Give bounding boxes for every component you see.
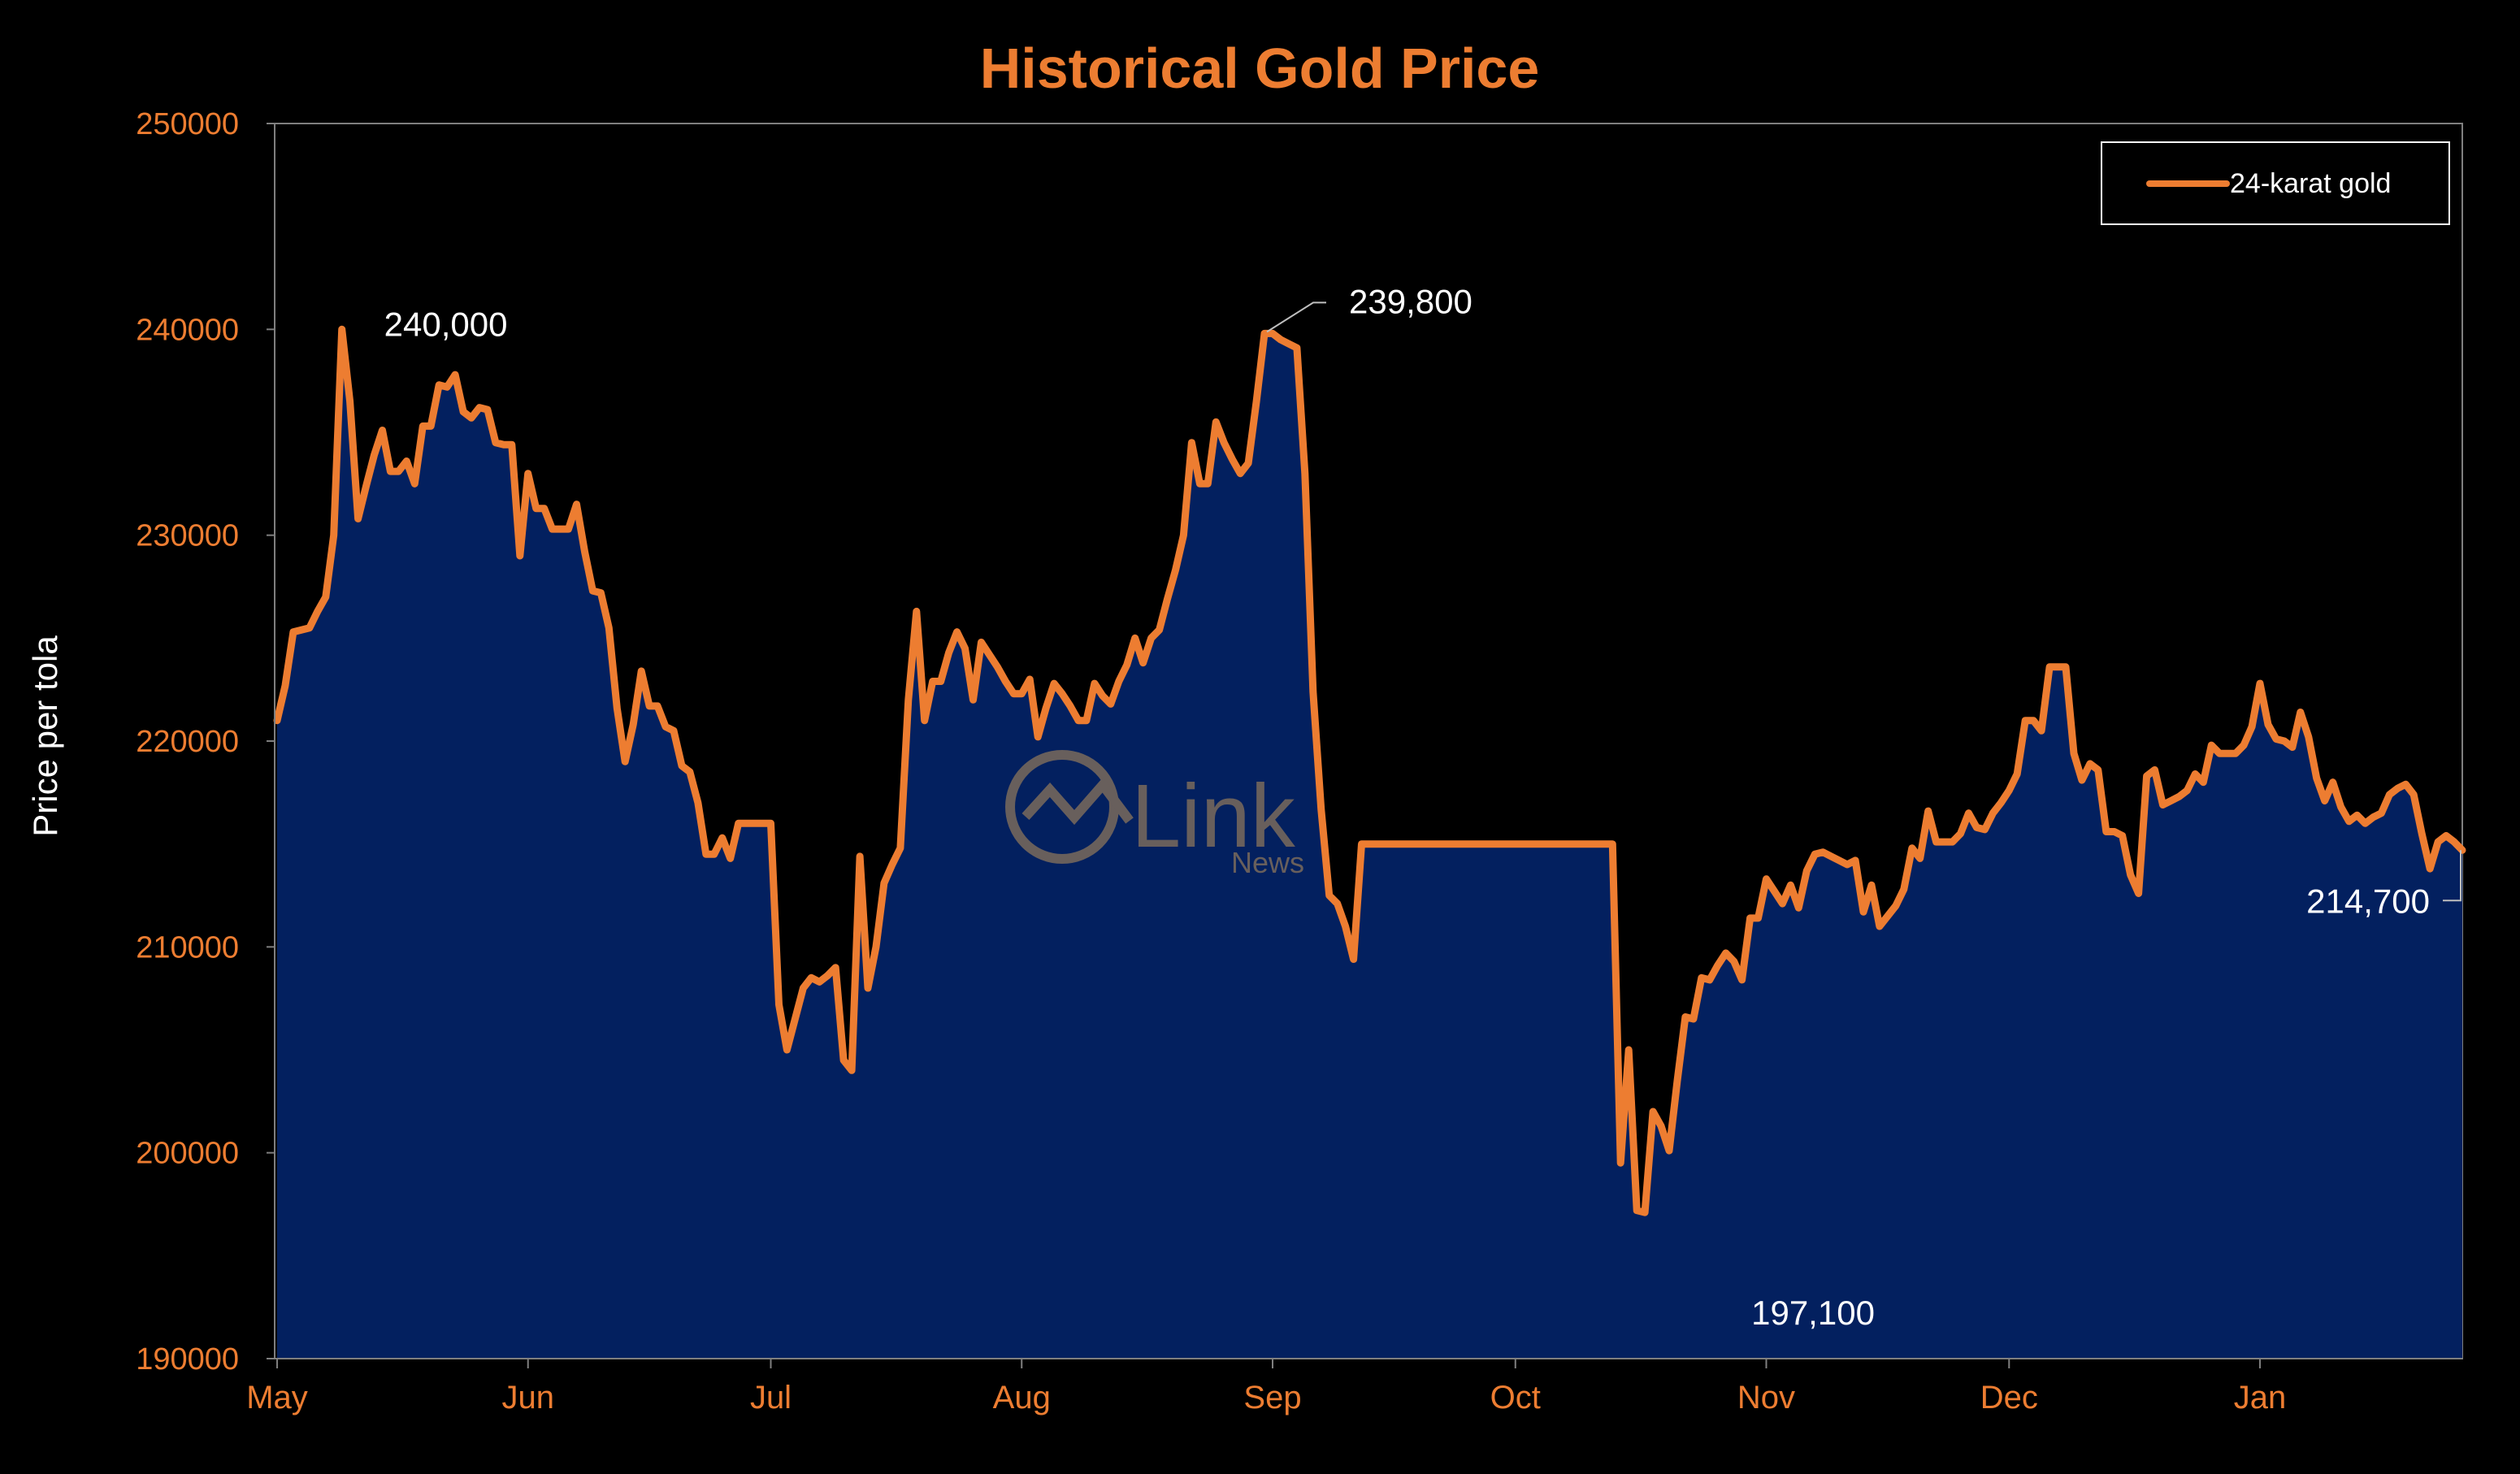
x-tick-label: Sep xyxy=(1243,1380,1301,1415)
area-layer xyxy=(277,329,2462,1359)
y-tick-label: 200000 xyxy=(136,1137,239,1171)
y-tick-label: 230000 xyxy=(136,519,239,553)
annotation-leader xyxy=(2443,850,2461,902)
x-tick-label: May xyxy=(246,1380,308,1415)
y-tick-label: 250000 xyxy=(136,107,239,141)
data-label: 240,000 xyxy=(384,305,508,343)
line-layer xyxy=(273,325,2466,1216)
watermark-logo: Link News xyxy=(1005,750,1304,879)
annotation-leader xyxy=(1266,301,1326,333)
legend: 24-karat gold xyxy=(2101,141,2450,225)
chart-title: Historical Gold Price xyxy=(980,37,1540,100)
data-label: 197,100 xyxy=(1751,1294,1875,1332)
x-tick-label: Jul xyxy=(750,1380,792,1415)
series-area xyxy=(277,329,2462,1359)
y-tick-label: 210000 xyxy=(136,930,239,965)
x-tick-label: Oct xyxy=(1490,1380,1541,1415)
series-line xyxy=(273,325,2466,1216)
y-tick-label: 220000 xyxy=(136,725,239,759)
data-label: 239,800 xyxy=(1349,282,1473,320)
x-tick-label: Nov xyxy=(1737,1380,1795,1415)
x-tick-label: Jun xyxy=(501,1380,554,1415)
y-tick-label: 190000 xyxy=(136,1342,239,1376)
x-tick-label: Aug xyxy=(993,1380,1051,1415)
watermark-subtext: News xyxy=(1231,846,1304,879)
annotations-layer: 240,000 239,800 197,100 214,700 xyxy=(384,282,2461,1332)
x-tick-label: Dec xyxy=(1980,1380,2038,1415)
watermark-text: Link xyxy=(1131,766,1296,866)
x-tick-label: Jan xyxy=(2234,1380,2287,1415)
y-tick-label: 240000 xyxy=(136,313,239,347)
data-label: 214,700 xyxy=(2306,882,2430,920)
axes-layer: 190000 200000 210000 220000 230000 240000 2500… xyxy=(136,107,2462,1415)
y-axis-label: Price per tola xyxy=(26,635,64,837)
legend-label: 24-karat gold xyxy=(2230,168,2391,199)
watermark-wave-icon xyxy=(1021,777,1134,826)
